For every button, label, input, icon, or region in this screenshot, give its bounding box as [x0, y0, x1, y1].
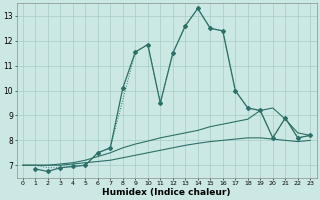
X-axis label: Humidex (Indice chaleur): Humidex (Indice chaleur) — [102, 188, 231, 197]
